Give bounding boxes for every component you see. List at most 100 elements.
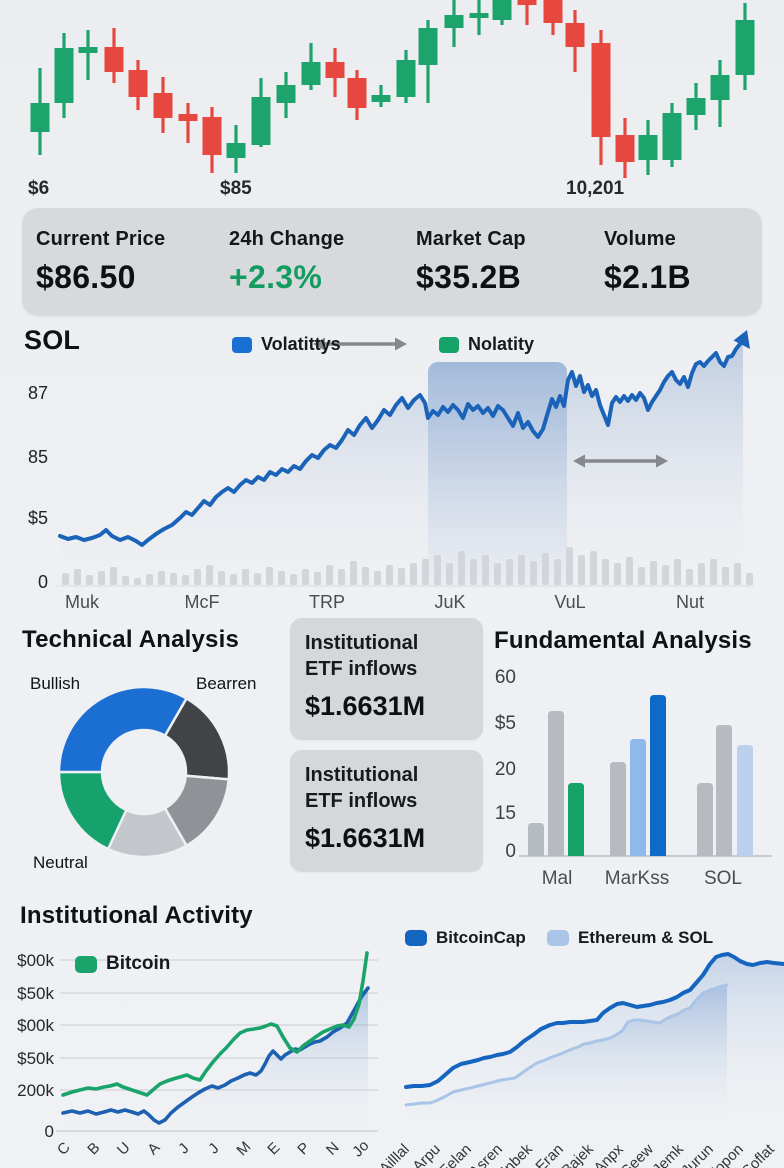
- nolatity-swatch-icon: [439, 336, 459, 353]
- volume-bar: [278, 571, 285, 585]
- axis-label: 10,201: [566, 178, 625, 199]
- card-value: $1.6631M: [305, 691, 426, 722]
- stat-volume: Volume $2.1B: [604, 228, 691, 296]
- card-line1: Institutional: [305, 632, 419, 654]
- bar: [528, 823, 544, 856]
- volume-bar: [530, 561, 537, 585]
- bitcoincap-legend[interactable]: BitcoinCap: [405, 928, 526, 948]
- volume-bar: [290, 574, 297, 585]
- y-tick-label: $00k: [17, 951, 54, 970]
- volume-bar: [710, 559, 717, 585]
- series-area: [63, 988, 368, 1131]
- candle-down: [591, 43, 611, 137]
- sol-legend-nolatity[interactable]: Nolatity: [439, 334, 534, 355]
- volume-bar: [350, 561, 357, 585]
- stats-bar: Current Price $86.50 24h Change +2.3% Ma…: [22, 208, 762, 316]
- y-tick-label: 0: [505, 841, 516, 862]
- x-tick-label: J: [205, 1140, 222, 1157]
- candle-up: [710, 75, 730, 100]
- bar: [716, 725, 732, 856]
- sol-price-chart: 87 85 $5 0 Muk McF TRP JuK VuL Nut: [28, 330, 754, 612]
- x-tick-label: J: [175, 1140, 192, 1157]
- volume-bar: [338, 569, 345, 585]
- x-tick-label: Mal: [542, 868, 573, 889]
- y-tick-label: $50k: [17, 1049, 54, 1068]
- candle-up: [371, 95, 391, 102]
- ethereum-sol-legend[interactable]: Ethereum & SOL: [547, 928, 713, 948]
- candlestick-chart: $6 $85 10,201: [28, 0, 755, 199]
- volume-bar: [386, 565, 393, 585]
- candle-down: [178, 114, 198, 121]
- y-tick-label: 15: [495, 803, 516, 824]
- bitcoin-legend[interactable]: Bitcoin: [75, 953, 170, 975]
- volume-bar: [518, 555, 525, 585]
- candle-up: [226, 143, 246, 158]
- volume-bar: [482, 555, 489, 585]
- volume-bar: [218, 571, 225, 585]
- range-arrow-icon[interactable]: [573, 454, 668, 468]
- candle-up: [735, 20, 755, 75]
- x-tick-label: P: [294, 1139, 313, 1158]
- candle-down: [153, 93, 173, 118]
- trend-arrow-icon: [733, 330, 750, 349]
- volume-bar: [434, 555, 441, 585]
- volume-bar: [74, 569, 81, 585]
- candle-up: [54, 48, 74, 103]
- bar: [610, 762, 626, 856]
- volume-bar: [146, 574, 153, 585]
- candle-up: [444, 15, 464, 28]
- volume-bar: [566, 547, 573, 585]
- volume-bar: [650, 561, 657, 585]
- stat-value: $86.50: [36, 259, 136, 295]
- volume-bar: [266, 567, 273, 585]
- price-line: [58, 336, 745, 547]
- volatility-swatch-icon: [232, 336, 252, 353]
- volume-bar: [494, 563, 501, 585]
- x-tick-label: U: [114, 1139, 134, 1159]
- institutional-activity-title: Institutional Activity: [20, 902, 253, 929]
- volume-bar: [422, 559, 429, 585]
- axis-label: $85: [220, 178, 252, 199]
- series-line-blue: [61, 986, 370, 1125]
- x-tick-label: M: [233, 1138, 254, 1159]
- stat-label: Volume: [604, 228, 676, 250]
- x-tick-label: E: [264, 1139, 283, 1158]
- volume-bar: [458, 551, 465, 585]
- volume-bar: [638, 567, 645, 585]
- volume-bar: [314, 572, 321, 585]
- volume-bar: [410, 563, 417, 585]
- donut-label-bearren: Bearren: [196, 674, 257, 693]
- volume-bar: [734, 563, 741, 585]
- y-tick-label: 20: [495, 759, 516, 780]
- volume-bar: [122, 576, 129, 585]
- y-tick-label: 85: [28, 447, 48, 467]
- sol-legend-volatility[interactable]: Volatittys: [232, 334, 341, 355]
- donut-segment-Bullish: [57, 685, 188, 774]
- stat-label: Market Cap: [416, 228, 526, 250]
- x-tick-label: N: [323, 1139, 343, 1159]
- x-tick-label: B: [84, 1139, 103, 1158]
- volume-bar: [62, 573, 69, 585]
- candle-down: [347, 78, 367, 108]
- bar: [650, 695, 666, 856]
- legend-label: Ethereum & SOL: [578, 928, 714, 947]
- series-line-dark: [404, 952, 784, 1089]
- y-tick-label: $5: [495, 713, 516, 734]
- market-cap-area-chart: AilllalArpuEelanAsrenInbekEranBajekAnpxG…: [376, 952, 784, 1168]
- series-line-Bitcoin: [61, 951, 369, 1097]
- y-tick-label: 87: [28, 383, 48, 403]
- volume-bar: [662, 565, 669, 585]
- x-tick-label: SOL: [704, 868, 742, 889]
- y-tick-label: 200k: [17, 1081, 54, 1100]
- donut-label-bullish: Bullish: [30, 674, 81, 693]
- axis-label: $6: [28, 178, 49, 199]
- candle-down: [325, 62, 345, 78]
- series-area: [60, 338, 743, 586]
- volume-bar: [374, 571, 381, 585]
- sentiment-donut-chart: [57, 685, 231, 859]
- candle-up: [662, 113, 682, 160]
- range-arrow-icon[interactable]: [313, 337, 407, 351]
- candle-down: [202, 117, 222, 155]
- series-line-light: [404, 983, 729, 1107]
